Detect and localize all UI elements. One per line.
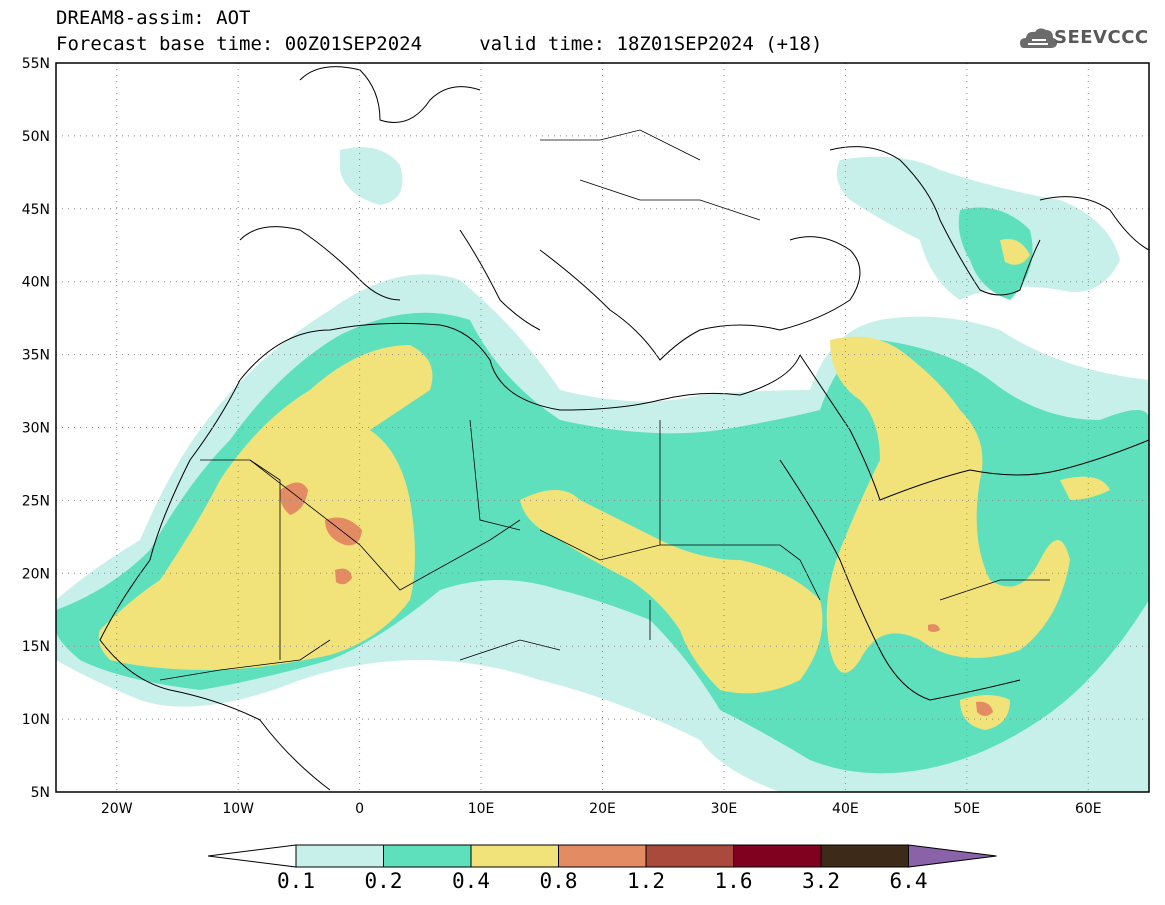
aot-band-0.4 [520, 490, 823, 694]
map-frame [55, 62, 1150, 793]
grid [56, 63, 1149, 792]
colorbar-tick-label: 1.6 [715, 869, 753, 893]
colorbar-segment [733, 844, 822, 868]
aot-band-0.4 [1000, 239, 1030, 265]
lat-tick-label: 40N [22, 275, 50, 291]
lat-tick-label: 55N [22, 56, 50, 72]
lat-tick-label: 35N [22, 348, 50, 364]
colorbar-tick-label: 1.2 [627, 869, 665, 893]
lon-tick-label: 20W [101, 801, 133, 817]
colorbar-min-arrow [207, 844, 297, 868]
colorbar-tick-label: 6.4 [890, 869, 928, 893]
colorbar-segment [645, 844, 734, 868]
aot-band-0.8 [976, 701, 993, 716]
colorbar-segment [558, 844, 647, 868]
colorbar-tick-label: 3.2 [802, 869, 840, 893]
lon-tick-label: 0 [355, 801, 364, 817]
lon-tick-label: 20E [589, 801, 616, 817]
aot-band-0.4 [1060, 476, 1110, 500]
colorbar-segment [470, 844, 559, 868]
cloud-icon [1020, 28, 1058, 48]
colorbar-tick-label: 0.8 [540, 869, 578, 893]
lat-tick-label: 10N [22, 712, 50, 728]
colorbar: 0.1 0.2 0.4 0.8 1.2 1.6 3.2 6.4 [207, 844, 997, 893]
colorbar-segment [383, 844, 472, 868]
colorbar-segment [295, 844, 384, 868]
colorbar-tick-label: 0.2 [365, 869, 403, 893]
lat-tick-label: 30N [22, 421, 50, 437]
aot-band-0.2 [958, 207, 1033, 300]
logo-text: SEEVCCC [1054, 27, 1149, 48]
aot-band-0.8 [928, 624, 940, 632]
aot-band-0.8 [279, 482, 308, 515]
aot-band-0.4 [98, 345, 433, 670]
lon-tick-label: 60E [1075, 801, 1102, 817]
lat-tick-label: 5N [31, 785, 50, 801]
lat-tick-label: 25N [22, 493, 50, 509]
title-line-1: DREAM8-assim: AOT [56, 7, 251, 29]
colorbar-max-arrow [908, 844, 997, 868]
lat-tick-label: 15N [22, 639, 50, 655]
title-line-2: Forecast base time: 00Z01SEP2024 valid t… [56, 33, 823, 55]
lon-tick-label: 40E [832, 801, 859, 817]
lon-tick-label: 50E [953, 801, 980, 817]
lon-tick-label: 10E [468, 801, 495, 817]
aot-band-0.8 [325, 517, 362, 546]
lat-tick-label: 50N [22, 129, 50, 145]
colorbar-tick-label: 0.4 [452, 869, 490, 893]
borders [159, 129, 1050, 681]
colorbar-tick-label: 0.1 [277, 869, 315, 893]
aot-band-0.8 [335, 568, 352, 585]
lon-tick-label: 30E [711, 801, 738, 817]
lon-tick-label: 10W [222, 801, 254, 817]
aot-band-0.4 [826, 336, 1070, 673]
latitude-labels: 55N 50N 45N 40N 35N 30N 25N 20N 15N 10N 5N [22, 56, 50, 801]
coastlines [99, 66, 1149, 791]
lat-tick-label: 20N [22, 566, 50, 582]
lat-tick-label: 45N [22, 202, 50, 218]
aot-band-0.1 [340, 147, 403, 205]
longitude-labels: 20W 10W 0 10E 20E 30E 40E 50E 60E [101, 801, 1102, 817]
colorbar-segment [820, 844, 909, 868]
